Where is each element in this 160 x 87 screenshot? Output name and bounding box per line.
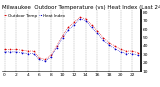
Outdoor Temp (108, 42, 110, 43)
Outdoor Temp (62, 35, 64, 36)
Outdoor Temp (50, 55, 52, 56)
Heat Index (67, 29, 69, 30)
Outdoor Temp (56, 45, 58, 46)
Outdoor Temp (120, 49, 121, 50)
Outdoor Temp (4, 49, 5, 50)
Outdoor Temp (9, 49, 11, 50)
Outdoor Temp (73, 22, 75, 23)
Heat Index (9, 51, 11, 52)
Outdoor Temp (79, 17, 81, 18)
Heat Index (102, 39, 104, 41)
Outdoor Temp (67, 27, 69, 28)
Line: Heat Index: Heat Index (4, 18, 139, 62)
Outdoor Temp (38, 57, 40, 58)
Outdoor Temp (125, 51, 127, 52)
Outdoor Temp (44, 59, 46, 60)
Outdoor Temp (27, 51, 29, 52)
Heat Index (44, 61, 46, 62)
Line: Outdoor Temp: Outdoor Temp (4, 16, 139, 60)
Outdoor Temp (85, 18, 87, 19)
Heat Index (56, 47, 58, 48)
Legend: Outdoor Temp, Heat Index: Outdoor Temp, Heat Index (4, 14, 65, 18)
Heat Index (120, 51, 121, 52)
Heat Index (50, 56, 52, 58)
Outdoor Temp (21, 50, 23, 51)
Heat Index (15, 51, 17, 52)
Heat Index (4, 51, 5, 52)
Heat Index (79, 18, 81, 19)
Heat Index (91, 27, 92, 28)
Heat Index (73, 24, 75, 25)
Outdoor Temp (96, 30, 98, 31)
Heat Index (32, 53, 34, 54)
Heat Index (38, 59, 40, 60)
Outdoor Temp (15, 49, 17, 50)
Heat Index (131, 53, 133, 54)
Outdoor Temp (114, 45, 116, 46)
Heat Index (108, 45, 110, 46)
Heat Index (85, 20, 87, 21)
Heat Index (62, 37, 64, 38)
Outdoor Temp (131, 51, 133, 52)
Heat Index (125, 53, 127, 54)
Text: Milwaukee  Outdoor Temperature (vs) Heat Index (Last 24 Hours): Milwaukee Outdoor Temperature (vs) Heat … (2, 5, 160, 10)
Heat Index (137, 55, 139, 56)
Outdoor Temp (91, 24, 92, 25)
Heat Index (27, 53, 29, 54)
Heat Index (114, 48, 116, 49)
Heat Index (21, 52, 23, 53)
Outdoor Temp (137, 52, 139, 53)
Outdoor Temp (32, 51, 34, 52)
Outdoor Temp (102, 37, 104, 38)
Heat Index (96, 33, 98, 34)
